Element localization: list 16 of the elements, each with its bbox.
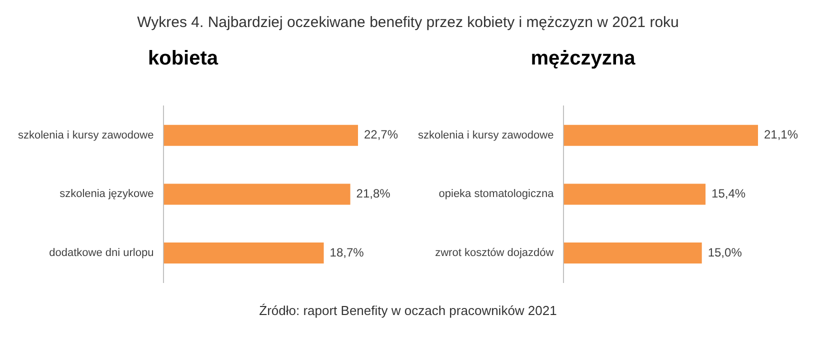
chart-title: mężczyzna bbox=[530, 48, 636, 70]
text: Źródło: raport Benefity w oczach pracowników 2021 bbox=[258, 302, 558, 318]
data-label: 21,8% bbox=[356, 186, 391, 201]
y-tick-label: zwrot kosztów dojazdów bbox=[435, 247, 554, 260]
y-tick-label: szkolenia i kursy zawodowe bbox=[418, 129, 554, 142]
y-tick-label: szkolenia i kursy zawodowe bbox=[18, 129, 154, 142]
data-label: 15,4% bbox=[712, 186, 746, 201]
data-label: 21,1% bbox=[764, 128, 798, 142]
y-tick-label: szkolenia językowe bbox=[60, 188, 154, 200]
y-tick-label: dodatkowe dni urlopu bbox=[49, 247, 154, 260]
data-label: 15,0% bbox=[708, 245, 742, 260]
chart-title: kobieta bbox=[148, 48, 219, 70]
text: Wykres 4. Najbardziej oczekiwane benefity przez kobiety i mężczyzn w 2021 roku bbox=[136, 13, 680, 33]
y-tick-label: opieka stomatologiczna bbox=[438, 188, 555, 200]
data-label: 18,7% bbox=[330, 245, 364, 260]
data-label: 22,7% bbox=[364, 128, 398, 142]
